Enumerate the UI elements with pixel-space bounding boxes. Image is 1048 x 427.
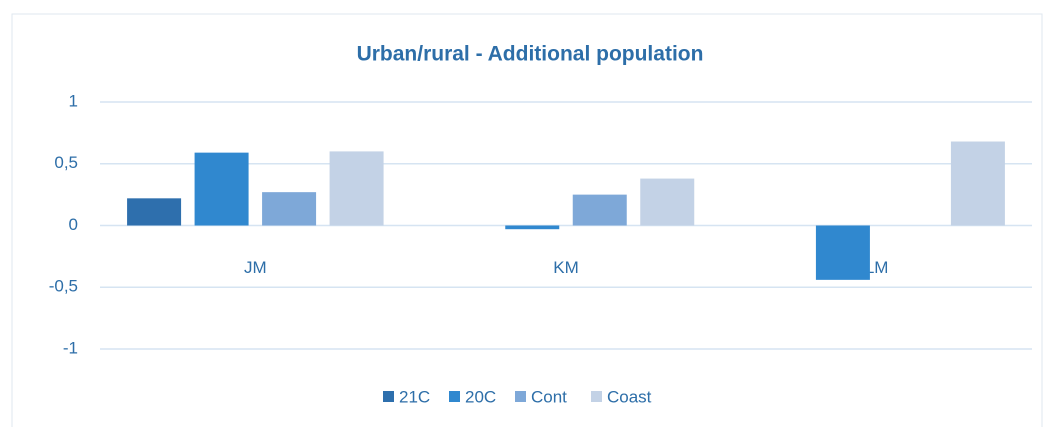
legend-label: 20C bbox=[465, 387, 496, 406]
y-tick-label: 1 bbox=[69, 91, 78, 110]
bar bbox=[640, 178, 695, 226]
y-tick-label: -1 bbox=[63, 338, 78, 357]
legend-label: Coast bbox=[607, 387, 652, 406]
bar bbox=[505, 225, 560, 230]
bar bbox=[329, 151, 384, 226]
legend-label: 21C bbox=[399, 387, 430, 406]
bar bbox=[127, 198, 182, 226]
bar bbox=[815, 225, 870, 280]
legend-swatch bbox=[383, 391, 394, 402]
chart-border bbox=[11, 13, 1043, 427]
y-tick-label: -0,5 bbox=[49, 277, 78, 296]
bar bbox=[262, 192, 317, 226]
y-tick-label: 0,5 bbox=[54, 153, 78, 172]
legend-swatch bbox=[515, 391, 526, 402]
x-tick-label: JM bbox=[244, 258, 267, 277]
bar bbox=[950, 141, 1005, 226]
y-tick-label: 0 bbox=[69, 215, 78, 234]
legend-label: Cont bbox=[531, 387, 567, 406]
x-tick-label: KM bbox=[553, 258, 579, 277]
chart-title: Urban/rural - Additional population bbox=[357, 43, 704, 66]
bar bbox=[194, 152, 249, 226]
bar bbox=[572, 194, 627, 226]
x-tick-label: LM bbox=[865, 258, 889, 277]
legend-swatch bbox=[449, 391, 460, 402]
legend-swatch bbox=[591, 391, 602, 402]
